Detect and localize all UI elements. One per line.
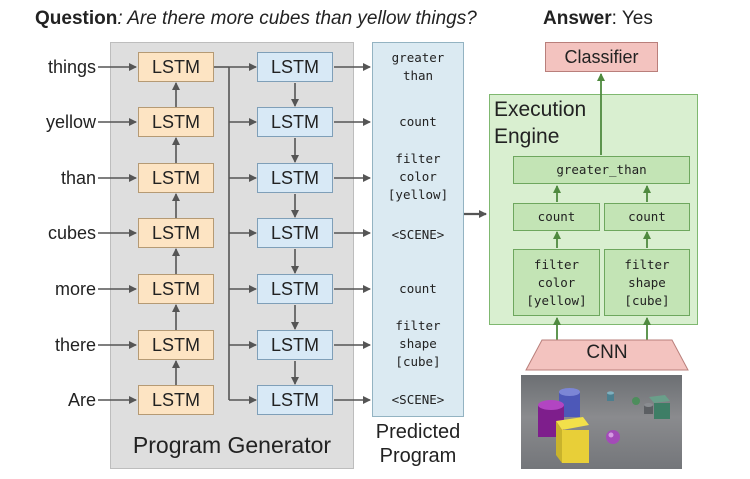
predicted-program-panel — [372, 42, 464, 417]
word-things: things — [47, 57, 96, 77]
word-cubes: cubes — [47, 223, 96, 243]
classifier-box: Classifier — [545, 42, 658, 72]
word-than: than — [60, 168, 96, 188]
encoder-lstm: LSTM — [138, 274, 214, 304]
program-generator-label: Program Generator — [132, 432, 332, 458]
program-token: greater than — [391, 50, 445, 83]
module-count-left: count — [513, 203, 600, 231]
word-more: more — [54, 279, 96, 299]
decoder-lstm: LSTM — [257, 107, 333, 137]
program-token: count — [399, 114, 437, 129]
word-there: there — [54, 335, 96, 355]
program-token: <SCENE> — [391, 227, 445, 242]
answer-label: Answer — [543, 8, 612, 29]
scene-image — [521, 375, 682, 469]
cnn-label: CNN — [586, 342, 628, 363]
decoder-lstm: LSTM — [257, 218, 333, 248]
encoder-lstm: LSTM — [138, 52, 214, 82]
module-count-right: count — [604, 203, 690, 231]
word-are: Are — [67, 390, 96, 410]
word-yellow: yellow — [45, 112, 96, 132]
encoder-lstm: LSTM — [138, 385, 214, 415]
module-greater-than: greater_than — [513, 156, 690, 184]
program-token: filter color [yellow] — [387, 151, 449, 202]
encoder-lstm: LSTM — [138, 330, 214, 360]
decoder-lstm: LSTM — [257, 274, 333, 304]
question-line: Question: Are there more cubes than yell… — [35, 8, 477, 30]
module-filter-shape: filter shape [cube] — [604, 249, 690, 316]
answer-text: : Yes — [611, 8, 653, 29]
program-token: count — [399, 281, 437, 296]
question-label: Question — [35, 8, 118, 29]
encoder-lstm: LSTM — [138, 107, 214, 137]
program-token: <SCENE> — [391, 392, 445, 407]
program-token: filter shape [cube] — [395, 318, 441, 369]
encoder-lstm: LSTM — [138, 218, 214, 248]
decoder-lstm: LSTM — [257, 330, 333, 360]
predicted-program-label: Predicted Program — [375, 421, 461, 467]
module-filter-color: filter color [yellow] — [513, 249, 600, 316]
decoder-lstm: LSTM — [257, 52, 333, 82]
encoder-lstm: LSTM — [138, 163, 214, 193]
decoder-lstm: LSTM — [257, 385, 333, 415]
question-text: : Are there more cubes than yellow thing… — [117, 8, 477, 29]
cnn-block — [525, 339, 689, 371]
execution-engine-title: Execution Engine — [494, 98, 587, 148]
answer-line: Answer: Yes — [543, 8, 653, 30]
decoder-lstm: LSTM — [257, 163, 333, 193]
